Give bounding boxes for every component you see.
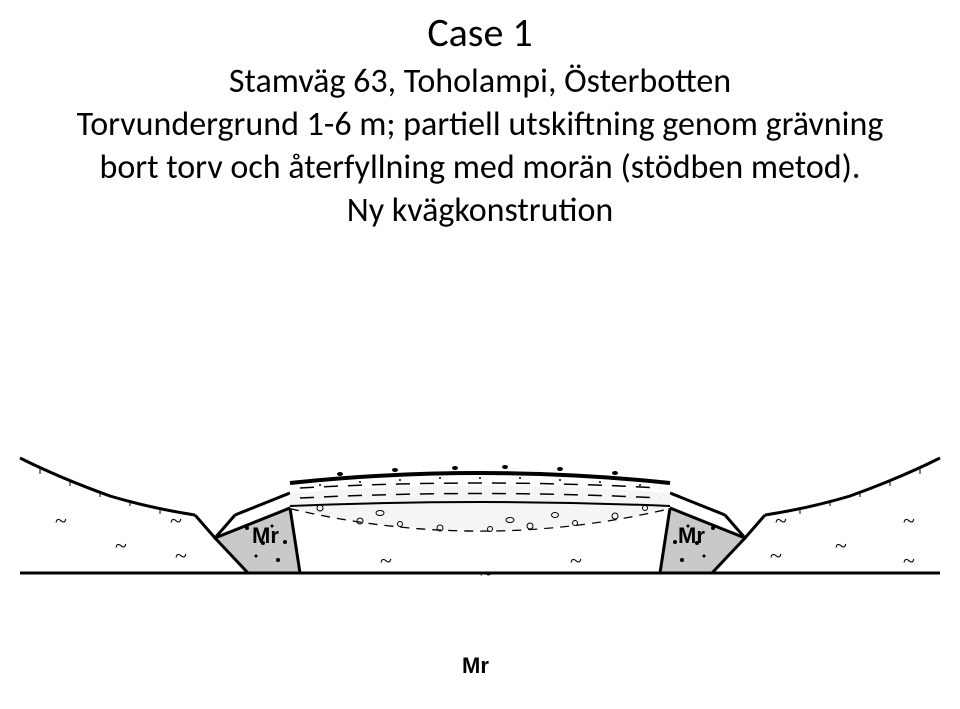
cross-section-svg: ~ ~ ~ ~ ~ ~ ~ ~ ~ ~ ~ ~ — [0, 328, 960, 698]
svg-text:~: ~ — [480, 561, 492, 586]
subtitle-line-3: bort torv och återfyllning med morän (st… — [0, 147, 960, 188]
svg-text:~: ~ — [170, 508, 182, 533]
svg-text:~: ~ — [175, 543, 187, 568]
svg-text:~: ~ — [570, 548, 582, 573]
svg-text:~: ~ — [903, 548, 915, 573]
label-mr-right: Mr — [678, 523, 705, 549]
roadbed-fill-area — [290, 486, 670, 531]
subtitle-line-2: Torvundergrund 1-6 m; partiell utskiftni… — [0, 104, 960, 145]
svg-text:~: ~ — [380, 548, 392, 573]
cross-section-diagram: ~ ~ ~ ~ ~ ~ ~ ~ ~ ~ ~ ~ Mr Mr Mr — [0, 328, 960, 698]
ground-left — [20, 458, 195, 515]
svg-text:~: ~ — [770, 543, 782, 568]
svg-text:~: ~ — [775, 508, 787, 533]
subtitle-line-1: Stamväg 63, Toholampi, Österbotten — [0, 61, 960, 102]
label-mr-bottom: Mr — [462, 653, 489, 679]
svg-text:~: ~ — [903, 508, 915, 533]
svg-text:~: ~ — [55, 508, 67, 533]
slide-title: Case 1 — [0, 8, 960, 57]
svg-text:~: ~ — [835, 533, 847, 558]
label-mr-left: Mr — [252, 523, 279, 549]
svg-text:~: ~ — [115, 533, 127, 558]
subtitle-line-4: Ny kvägkonstrution — [0, 190, 960, 231]
ground-right — [765, 458, 940, 515]
